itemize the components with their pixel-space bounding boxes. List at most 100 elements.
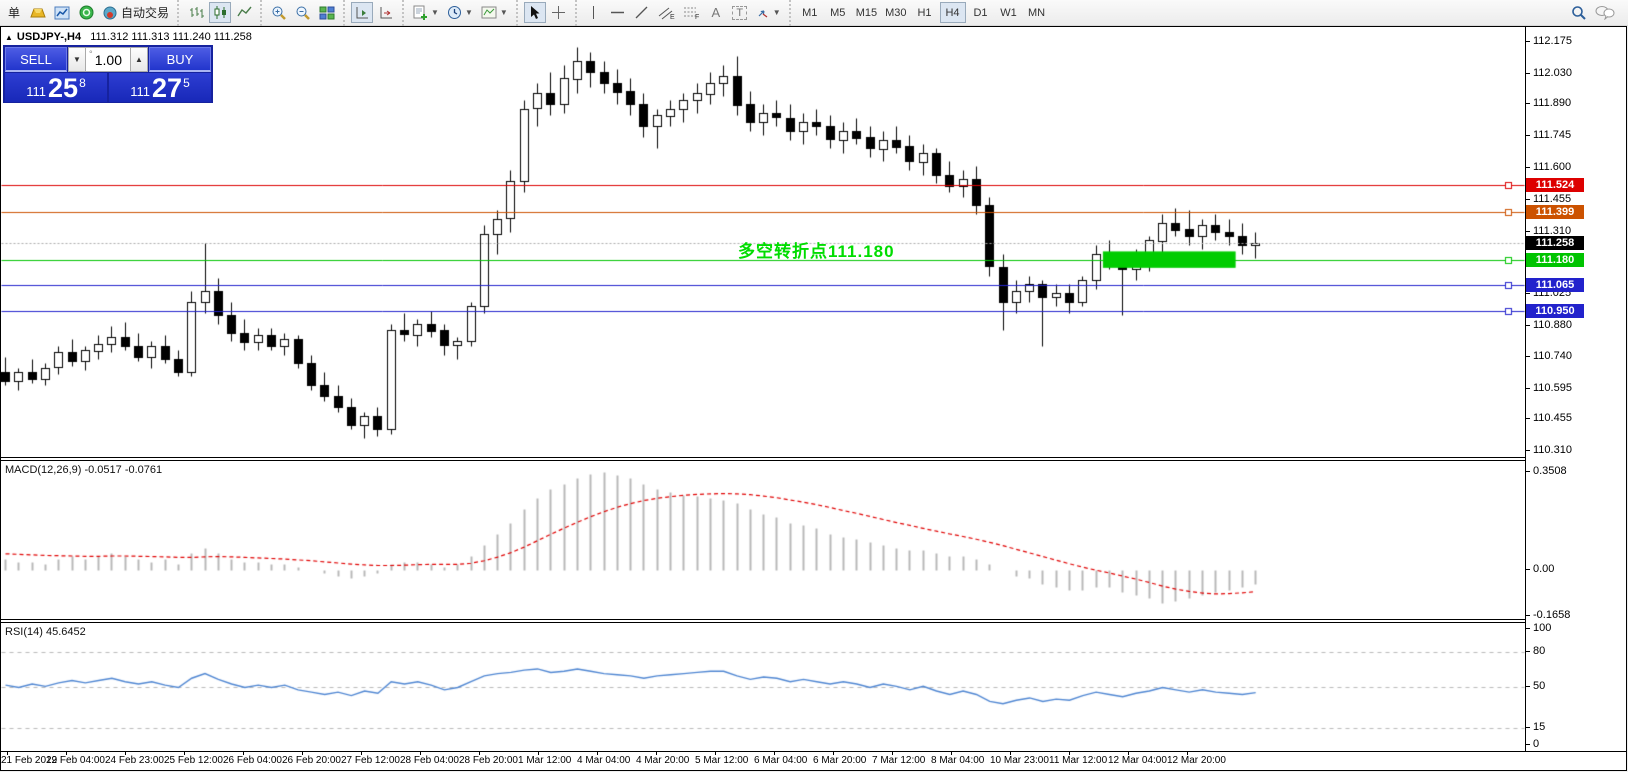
timeframe-m30[interactable]: M30 <box>885 6 907 19</box>
timeframe-w1[interactable]: W1 <box>1000 6 1017 19</box>
price-badge-111.399: 111.399 <box>1526 205 1584 219</box>
gold-ingot-icon[interactable] <box>27 2 49 23</box>
trendline-tool-icon[interactable] <box>631 2 653 23</box>
timeframe-d1[interactable]: D1 <box>973 6 988 19</box>
sell-price-big: 25 <box>48 73 79 103</box>
autotrade-label: 自动交易 <box>121 6 170 20</box>
text-tool-icon[interactable]: A <box>711 5 721 20</box>
rsi-tick-label: 50 <box>1525 680 1546 692</box>
buy-button[interactable]: BUY <box>149 47 211 72</box>
price-tick-label: 111.745 <box>1525 129 1572 142</box>
chat-icon[interactable] <box>1592 2 1618 23</box>
collapse-triangle-icon[interactable]: ▲ <box>5 33 13 42</box>
time-axis-label: 28 Feb 20:00 <box>459 755 518 766</box>
price-tick-label: 111.600 <box>1525 161 1572 174</box>
autotrade-button[interactable]: 自动交易 <box>99 2 172 23</box>
templates-menu-button[interactable]: ▼ <box>478 2 511 23</box>
volume-input[interactable]: ° 1.00 <box>86 47 130 72</box>
crosshair-tool-icon[interactable] <box>548 2 570 23</box>
buy-price-big: 27 <box>152 73 183 103</box>
timeframe-h1[interactable]: H1 <box>917 6 932 19</box>
price-badge-110.950: 110.950 <box>1526 304 1584 318</box>
dropdown-arrow-icon: ▼ <box>431 8 439 17</box>
candlestick-mode-icon[interactable] <box>209 2 232 23</box>
timeframe-m5[interactable]: M5 <box>830 6 846 19</box>
buy-price-prefix: 111 <box>130 84 151 99</box>
price-tick-label: 111.455 <box>1525 192 1572 205</box>
time-tick <box>243 752 244 755</box>
tile-windows-icon[interactable] <box>316 2 338 23</box>
volume-degree-hint: ° <box>89 49 93 59</box>
channel-letter: E <box>670 14 675 20</box>
fibo-letter: F <box>695 14 699 20</box>
price-chart-canvas[interactable] <box>1 27 1525 751</box>
timeframe-m1[interactable]: M1 <box>802 6 818 19</box>
macd-indicator-label: MACD(12,26,9) -0.0517 -0.0761 <box>5 464 163 476</box>
vertical-line-tool-icon[interactable] <box>583 2 605 23</box>
text-label-letter: T <box>732 5 748 20</box>
time-tick <box>1187 752 1188 755</box>
text-label-tool-icon[interactable]: T <box>729 2 751 23</box>
zoom-in-icon[interactable] <box>268 2 290 23</box>
periods-menu-button[interactable]: ▼ <box>444 2 476 23</box>
time-tick <box>1010 752 1011 755</box>
rsi-tick-label: 0 <box>1525 738 1540 750</box>
timeframe-h4[interactable]: H4 <box>939 2 966 23</box>
time-axis-label: 8 Mar 04:00 <box>931 755 985 766</box>
price-axis[interactable]: 112.175 112.030 111.890 111.745 111.600 111.4… <box>1525 27 1626 751</box>
time-tick <box>656 752 657 755</box>
time-axis[interactable]: 21 Feb 2019 22 Feb 04:00 24 Feb 23:00 25 Fe… <box>1 751 1626 770</box>
main-toolbar: 单 自动交易 ▼ ▼ ▼ E F A T ▼ <box>0 0 1628 26</box>
cursor-tool-icon[interactable] <box>523 2 546 23</box>
community-icon[interactable] <box>75 2 97 23</box>
price-tick-label: 111.310 <box>1525 224 1572 237</box>
timeframe-m15[interactable]: M15 <box>855 6 878 19</box>
price-tick-label: 111.890 <box>1525 97 1572 110</box>
macd-pane-divider[interactable] <box>1 457 1626 461</box>
channel-tool-icon[interactable]: E <box>655 2 678 23</box>
time-tick <box>125 752 126 755</box>
price-tick-label: 110.595 <box>1526 381 1572 394</box>
sell-price-display[interactable]: 111 25 8 <box>5 73 107 102</box>
time-axis-label: 26 Feb 20:00 <box>282 755 341 766</box>
time-tick <box>538 752 539 755</box>
time-tick <box>774 752 775 755</box>
sell-price-sup: 8 <box>79 76 86 90</box>
dropdown-arrow-icon: ▼ <box>772 8 781 17</box>
search-icon[interactable] <box>1568 2 1590 23</box>
volume-decrease-button[interactable]: ▼ <box>68 47 86 72</box>
zoom-out-icon[interactable] <box>292 2 314 23</box>
dropdown-arrow-icon: ▼ <box>499 8 508 17</box>
buy-price-display[interactable]: 111 27 5 <box>109 73 211 102</box>
time-axis-label: 10 Mar 23:00 <box>990 755 1049 766</box>
chart-shift-icon[interactable] <box>351 2 374 23</box>
price-tick-label: 110.310 <box>1526 444 1572 457</box>
turning-point-annotation[interactable]: 多空转折点111.180 <box>738 242 895 261</box>
price-tick-label: 110.455 <box>1526 412 1572 425</box>
line-chart-mode-icon[interactable] <box>233 2 255 23</box>
template-icon <box>481 6 497 19</box>
time-axis-label: 27 Feb 12:00 <box>341 755 400 766</box>
rsi-pane-divider[interactable] <box>1 619 1626 623</box>
new-chart-icon[interactable] <box>51 2 73 23</box>
time-tick <box>1069 752 1070 755</box>
new-order-button[interactable]: 单 <box>3 2 25 23</box>
time-axis-label: 6 Mar 04:00 <box>754 755 808 766</box>
time-tick <box>66 752 67 755</box>
time-axis-label: 11 Mar 12:00 <box>1049 755 1108 766</box>
volume-increase-button[interactable]: ▲ <box>130 47 148 72</box>
time-axis-label: 22 Feb 04:00 <box>46 755 105 766</box>
time-tick <box>184 752 185 755</box>
fibonacci-tool-icon[interactable]: F <box>680 2 703 23</box>
rsi-tick-label: 100 <box>1525 622 1552 634</box>
horizontal-line-tool-icon[interactable] <box>607 2 629 23</box>
sell-button[interactable]: SELL <box>5 47 67 72</box>
timeframe-mn[interactable]: MN <box>1027 6 1046 19</box>
indicators-menu-button[interactable]: ▼ <box>410 2 442 23</box>
bar-chart-mode-icon[interactable] <box>185 2 207 23</box>
rsi-tick-label: 15 <box>1525 720 1546 733</box>
time-tick <box>892 752 893 755</box>
auto-scroll-icon[interactable] <box>375 2 397 23</box>
price-badge-111.524: 111.524 <box>1526 178 1584 192</box>
arrows-tool-button[interactable]: ▼ <box>753 2 784 23</box>
